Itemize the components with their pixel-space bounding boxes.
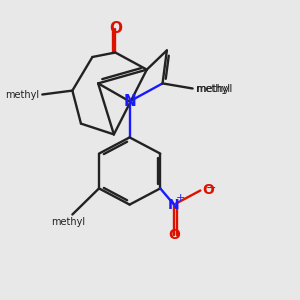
Text: methyl: methyl [5, 89, 39, 100]
Text: O: O [109, 21, 122, 36]
Text: methyl: methyl [196, 83, 230, 94]
Text: O: O [202, 184, 214, 197]
Text: +: + [176, 193, 185, 203]
Text: N: N [168, 198, 180, 212]
Text: N: N [123, 94, 136, 109]
Text: methyl: methyl [52, 217, 86, 226]
Text: −: − [206, 182, 217, 195]
Text: methyl: methyl [196, 83, 232, 94]
Text: O: O [168, 228, 180, 242]
